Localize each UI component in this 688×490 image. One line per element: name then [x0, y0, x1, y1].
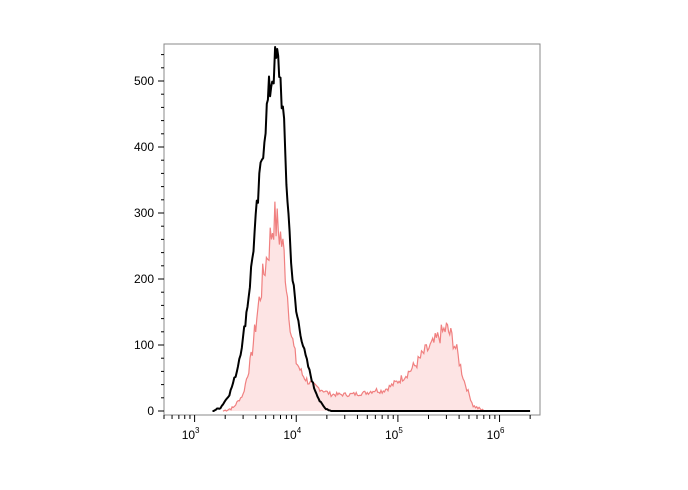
y-tick-label: 400: [134, 140, 154, 154]
series-0-area: [222, 201, 484, 411]
y-tick-label: 500: [134, 74, 154, 88]
series-1-line: [212, 46, 531, 412]
x-tick-label: 103: [182, 426, 200, 442]
axis-layer: 0 100 200 300 400 500 103 104 105 106: [134, 54, 531, 442]
y-tick-label: 200: [134, 272, 154, 286]
plot-frame: [163, 43, 541, 416]
y-tick-label: 0: [147, 404, 154, 418]
x-tick-label: 106: [487, 426, 505, 442]
y-tick-label: 300: [134, 206, 154, 220]
x-tick-label: 105: [385, 426, 403, 442]
series-layer: [212, 46, 531, 412]
x-tick-label: 104: [283, 426, 301, 442]
series-0-outline: [222, 201, 485, 412]
y-tick-label: 100: [134, 338, 154, 352]
